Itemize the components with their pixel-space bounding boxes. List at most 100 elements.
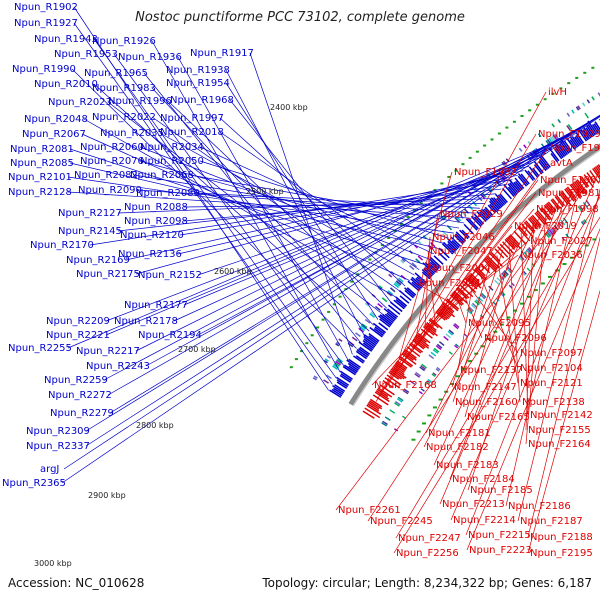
feature-block bbox=[393, 428, 399, 432]
gene-label-reverse: Npun_R2022 bbox=[92, 112, 156, 123]
topology-value: circular bbox=[322, 576, 367, 590]
label-leader-line bbox=[197, 161, 535, 276]
feature-block bbox=[500, 175, 506, 181]
gene-label-forward: Npun_F1998 bbox=[536, 204, 599, 215]
reverse-gene-arrow bbox=[566, 138, 576, 150]
rna-feature-marker bbox=[468, 156, 472, 159]
feature-block bbox=[436, 366, 441, 371]
rna-feature-marker bbox=[592, 238, 597, 241]
rna-feature-marker bbox=[505, 126, 509, 129]
gene-label-reverse: Npun_R2217 bbox=[76, 346, 140, 357]
gene-label-reverse: Npun_R2145 bbox=[58, 226, 122, 237]
gene-label-forward: Npun_F2182 bbox=[426, 442, 489, 453]
reverse-gene-arrow bbox=[339, 374, 351, 383]
forward-gene-arrow bbox=[436, 309, 448, 321]
reverse-gene-arrow bbox=[575, 132, 585, 144]
label-leader-line bbox=[71, 68, 357, 349]
feature-block bbox=[430, 351, 437, 357]
forward-gene-arrow bbox=[539, 208, 551, 221]
reverse-gene-arrow bbox=[356, 348, 369, 358]
rna-feature-marker bbox=[327, 310, 331, 313]
reverse-gene-arrow bbox=[438, 247, 450, 259]
reverse-gene-arrow bbox=[540, 154, 551, 168]
reverse-gene-arrow bbox=[333, 387, 344, 395]
gene-label-reverse: Npun_R1954 bbox=[166, 78, 230, 89]
feature-block bbox=[417, 240, 422, 245]
feature-block bbox=[499, 176, 505, 183]
forward-gene-arrow bbox=[485, 256, 498, 269]
reverse-gene-arrow bbox=[579, 128, 589, 141]
forward-gene-arrow bbox=[545, 203, 554, 214]
feature-block bbox=[421, 363, 427, 369]
rna-feature-marker bbox=[454, 169, 458, 172]
rna-feature-marker bbox=[332, 303, 336, 306]
label-leader-line bbox=[429, 240, 529, 329]
feature-block bbox=[364, 318, 371, 324]
label-leader-line bbox=[199, 146, 434, 255]
reverse-gene-arrow bbox=[369, 326, 383, 338]
rna-feature-marker bbox=[380, 244, 384, 247]
reverse-gene-arrow bbox=[368, 332, 380, 342]
reverse-gene-arrow bbox=[513, 181, 522, 192]
gene-label-reverse: Npun_R2120 bbox=[120, 230, 184, 241]
label-leader-line bbox=[465, 192, 600, 536]
feature-block bbox=[582, 220, 586, 225]
gene-label-reverse: Npun_R1902 bbox=[14, 2, 78, 13]
reverse-gene-arrow bbox=[363, 338, 376, 348]
forward-gene-arrow bbox=[364, 407, 381, 419]
gene-label-reverse: Npun_R1943 bbox=[34, 34, 98, 45]
label-leader-line bbox=[496, 255, 519, 384]
forward-gene-arrow bbox=[389, 370, 402, 380]
feature-block bbox=[455, 343, 460, 348]
label-leader-line bbox=[409, 208, 535, 355]
reverse-gene-arrow bbox=[501, 187, 513, 200]
feature-block bbox=[575, 106, 580, 111]
reverse-gene-arrow bbox=[509, 182, 519, 194]
feature-block bbox=[409, 380, 416, 385]
gene-label-reverse: Npun_R2080 bbox=[136, 188, 200, 199]
label-leader-line bbox=[380, 133, 537, 395]
feature-block bbox=[326, 374, 332, 380]
gene-label-forward: Npun_F2064 bbox=[428, 263, 491, 274]
gene-label-forward: Npun_F2261 bbox=[338, 505, 401, 516]
label-leader-line bbox=[525, 211, 547, 445]
label-leader-line bbox=[113, 53, 345, 367]
label-leader-line bbox=[107, 119, 594, 396]
gene-label-forward: Npun_F2214 bbox=[453, 515, 516, 526]
reverse-gene-arrow bbox=[387, 304, 401, 315]
feature-block bbox=[471, 302, 478, 308]
forward-gene-arrow bbox=[572, 182, 582, 194]
reverse-gene-arrow bbox=[336, 376, 350, 386]
forward-gene-arrow bbox=[535, 211, 548, 225]
gene-label-forward: Npun_F2195 bbox=[530, 548, 593, 559]
forward-gene-arrow bbox=[369, 398, 383, 408]
label-leader-line bbox=[525, 222, 534, 431]
feature-block bbox=[507, 266, 513, 272]
label-leader-line bbox=[393, 216, 600, 554]
feature-block bbox=[488, 285, 494, 291]
gene-label-forward: Npun_F2247 bbox=[398, 533, 461, 544]
forward-gene-arrow bbox=[362, 410, 375, 419]
reverse-strand-labels: Npun_R1902 Npun_R1927 Npun_R1943Npun_R1926… bbox=[2, 2, 254, 489]
reverse-gene-arrow bbox=[451, 240, 460, 249]
label-leader-line bbox=[527, 289, 600, 554]
label-leader-line bbox=[371, 266, 486, 386]
forward-gene-arrow bbox=[449, 294, 463, 306]
gene-label-reverse: Npun_R2048 bbox=[24, 114, 88, 125]
reverse-gene-arrow bbox=[428, 262, 438, 272]
feature-block bbox=[420, 388, 425, 392]
feature-block bbox=[584, 112, 589, 119]
reverse-gene-arrow bbox=[586, 125, 595, 137]
label-leader-line bbox=[467, 284, 519, 354]
feature-block bbox=[418, 390, 423, 395]
feature-block bbox=[494, 279, 500, 285]
forward-gene-arrow bbox=[571, 183, 583, 198]
feature-block bbox=[394, 402, 400, 407]
forward-gene-arrow bbox=[452, 291, 464, 302]
reverse-gene-arrow bbox=[331, 388, 343, 397]
rna-feature-marker bbox=[562, 263, 567, 266]
feature-block bbox=[425, 381, 430, 386]
label-leader-line bbox=[508, 243, 521, 403]
gene-label-reverse: Npun_R2082 bbox=[74, 170, 138, 181]
gene-label-forward: Npun_F2097 bbox=[520, 348, 583, 359]
